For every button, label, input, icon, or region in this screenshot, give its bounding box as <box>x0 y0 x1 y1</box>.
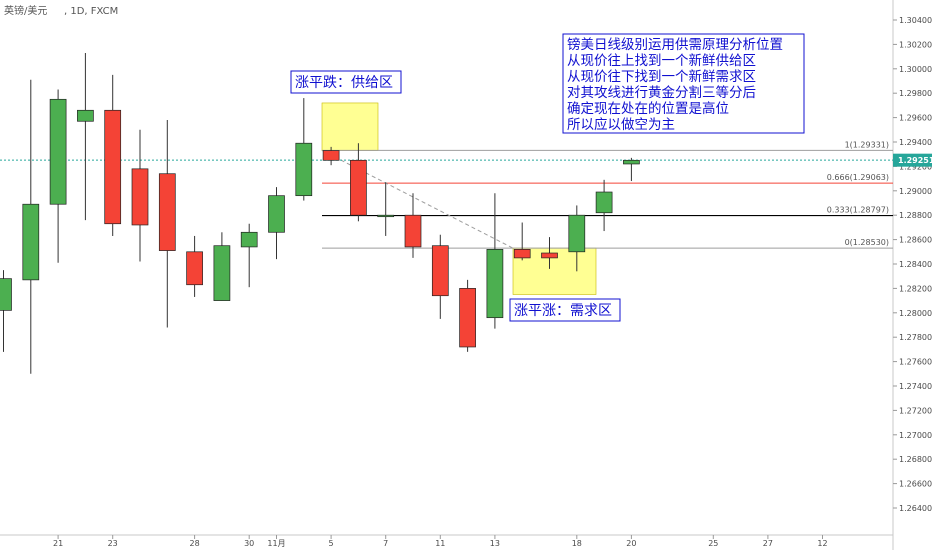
analysis-line-5: 确定现在处在的位置是高位 <box>567 100 729 117</box>
analysis-line-3: 从现价往下找到一个新鲜需求区 <box>567 69 756 85</box>
x-tick-label: 13 <box>490 539 500 548</box>
fib-level-label: 0.666(1.29063) <box>827 173 889 182</box>
x-tick-label: 11 <box>435 539 445 548</box>
candle-up[interactable] <box>568 214 586 253</box>
x-tick-label: 11月 <box>267 539 285 548</box>
y-tick-label: 1.27600 <box>899 358 932 367</box>
analysis-line-1: 镑美日线级别运用供需原理分析位置 <box>567 37 783 53</box>
y-tick-label: 1.29600 <box>899 114 932 123</box>
y-tick-label: 1.26800 <box>899 455 932 464</box>
fib-level-label: 0.333(1.28797) <box>827 206 889 215</box>
y-tick-label: 1.26400 <box>899 504 932 513</box>
candle-down[interactable] <box>513 249 531 259</box>
x-tick-label: 21 <box>53 539 63 548</box>
candle-down[interactable] <box>186 251 203 286</box>
y-tick-label: 1.29200 <box>899 162 932 171</box>
current-price-badge: 1.29251 <box>893 153 932 167</box>
x-tick-label: 12 <box>817 539 827 548</box>
y-tick-label: 1.30000 <box>899 65 932 74</box>
candle-up[interactable] <box>240 231 258 248</box>
y-tick-label: 1.29800 <box>899 89 932 98</box>
supply-label-text: 涨平跌：供给区 <box>295 75 393 91</box>
supply-zone-box[interactable] <box>321 102 379 151</box>
fib-level-label: 0(1.28530) <box>845 238 889 247</box>
x-tick-label: 27 <box>763 539 773 548</box>
price-axis[interactable]: 1.30400 1.30200 1.30000 1.29800 1.29600 1.294… <box>893 16 932 513</box>
x-tick-label: 30 <box>244 539 254 548</box>
analysis-line-2: 从现价往上找到一个新鲜供给区 <box>567 53 756 69</box>
x-tick-label: 18 <box>572 539 582 548</box>
x-tick-label: 23 <box>108 539 118 548</box>
y-tick-label: 1.27000 <box>899 431 932 440</box>
y-tick-label: 1.30200 <box>899 40 932 49</box>
y-tick-label: 1.29400 <box>899 138 932 147</box>
y-tick-label: 1.28200 <box>899 284 932 293</box>
candle-down[interactable] <box>459 288 476 348</box>
y-tick-label: 1.29000 <box>899 187 932 196</box>
analysis-note-box[interactable]: 镑美日线级别运用供需原理分析位置 从现价往上找到一个新鲜供给区 从现价往下找到一… <box>562 33 805 134</box>
supply-label-box[interactable]: 涨平跌：供给区 <box>290 70 402 94</box>
candle-down[interactable] <box>350 159 367 216</box>
candle-down[interactable] <box>158 173 176 251</box>
candle-up[interactable] <box>22 203 40 281</box>
demand-label-box[interactable]: 涨平涨：需求区 <box>509 298 621 322</box>
x-tick-label: 7 <box>383 539 388 548</box>
candle-up[interactable] <box>377 214 395 218</box>
y-tick-label: 1.28400 <box>899 260 932 269</box>
interval-text: 1D <box>70 6 84 17</box>
x-tick-label: 5 <box>329 539 334 548</box>
chart-header-symbol: 英镑/美元 <box>4 4 47 17</box>
candle-up[interactable] <box>595 191 613 214</box>
candle-up[interactable] <box>486 249 504 319</box>
candle-up[interactable] <box>295 142 313 197</box>
analysis-line-6: 所以应以做空为主 <box>567 116 675 133</box>
candle-down[interactable] <box>431 245 449 297</box>
candle-up[interactable] <box>623 159 640 165</box>
x-tick-label: 25 <box>708 539 718 548</box>
candle-down[interactable] <box>322 150 340 161</box>
y-tick-label: 1.27400 <box>899 382 932 391</box>
y-tick-label: 1.30400 <box>899 16 932 25</box>
y-tick-label: 1.26600 <box>899 480 932 489</box>
demand-label-text: 涨平涨：需求区 <box>514 303 612 319</box>
candle-down[interactable] <box>104 109 122 225</box>
y-tick-label: 1.28800 <box>899 211 932 220</box>
candle-up[interactable] <box>77 109 94 122</box>
y-tick-label: 1.27200 <box>899 406 932 415</box>
time-axis[interactable]: 21 23 28 30 11月 5 7 11 13 18 20 25 27 12 <box>53 535 828 548</box>
y-tick-label: 1.27800 <box>899 333 932 342</box>
y-tick-label: 1.28000 <box>899 309 932 318</box>
candle-up[interactable] <box>49 98 67 205</box>
candle-down[interactable] <box>131 168 149 226</box>
candle-up[interactable] <box>268 195 285 233</box>
candle-up[interactable] <box>0 278 12 311</box>
fib-level-label: 1(1.29331) <box>845 140 889 149</box>
current-price-text: 1.29251 <box>898 156 932 165</box>
chart-header-interval: , 1D, FXCM <box>64 6 118 17</box>
candle-up[interactable] <box>213 245 231 301</box>
analysis-line-4: 对其攻线进行黄金分割三等分后 <box>567 84 756 101</box>
x-tick-label: 20 <box>626 539 636 548</box>
y-tick-label: 1.28600 <box>899 236 932 245</box>
candles-layer <box>0 52 640 374</box>
candle-down[interactable] <box>404 214 422 248</box>
x-tick-label: 28 <box>190 539 200 548</box>
candle-down[interactable] <box>541 252 558 259</box>
source-text: FXCM <box>91 6 119 17</box>
